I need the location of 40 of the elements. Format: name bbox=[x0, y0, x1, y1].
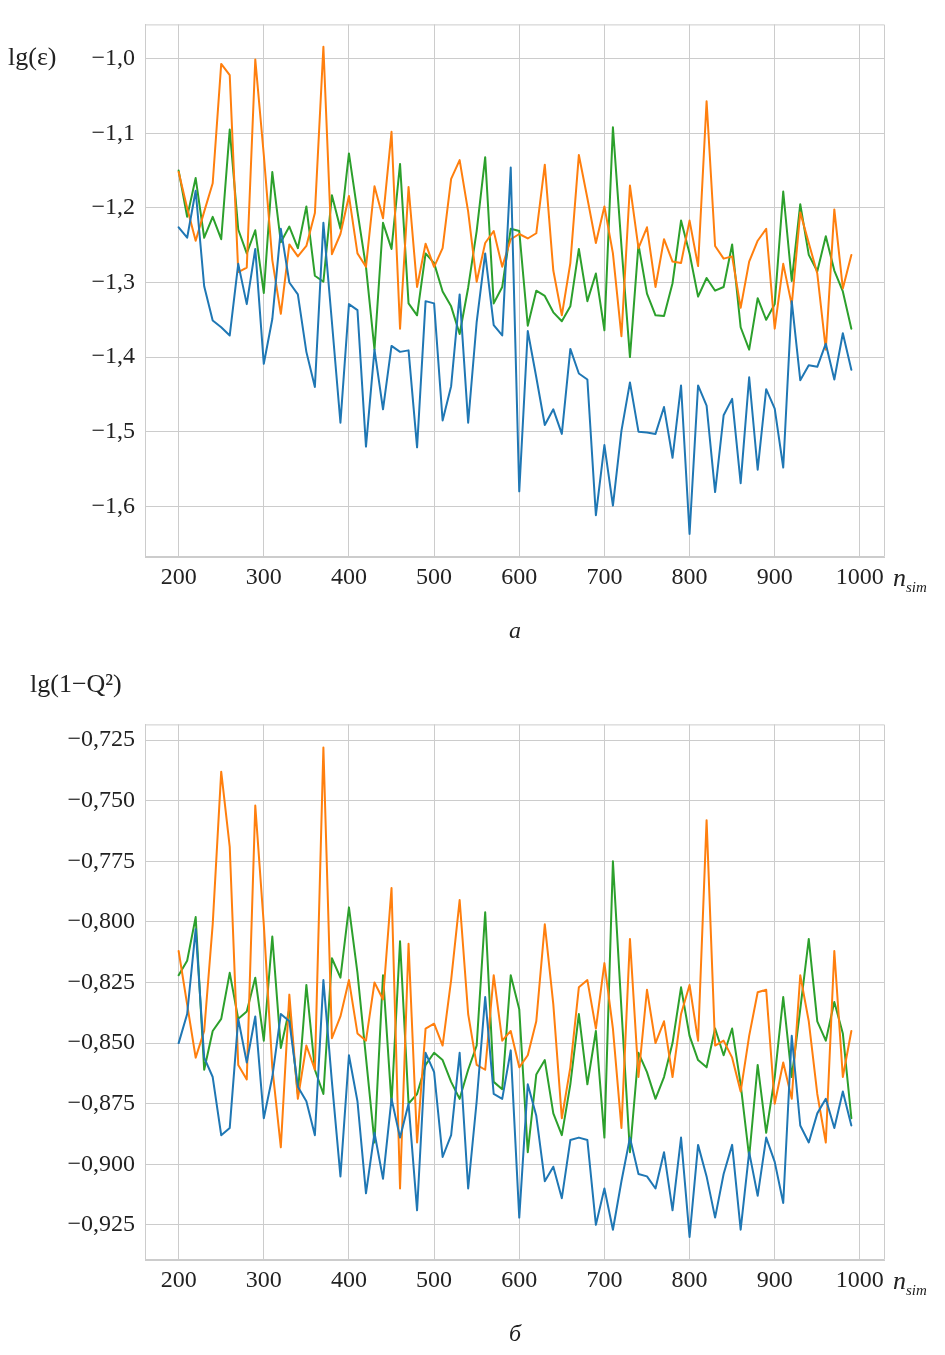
x-tick-label: 1000 bbox=[835, 562, 884, 589]
x-tick-label: 500 bbox=[416, 562, 453, 589]
y-tick-label: −1,5 bbox=[91, 416, 135, 443]
y-tick-label: −0,925 bbox=[67, 1210, 135, 1237]
text: а bbox=[508, 617, 521, 644]
x-tick-label: 400 bbox=[330, 562, 367, 589]
x-tick-label: 900 bbox=[756, 1265, 793, 1292]
y-tick-label: −0,850 bbox=[67, 1028, 135, 1055]
y-tick-label: −1,1 bbox=[91, 118, 135, 145]
x-tick-label: 700 bbox=[586, 1265, 623, 1292]
x-axis-title: n$_{sim}$ bbox=[893, 563, 927, 597]
x-axis-title: n$_{sim}$ bbox=[893, 1266, 927, 1300]
x-tick-label: 200 bbox=[160, 562, 197, 589]
x-tick-label: 300 bbox=[245, 1265, 282, 1292]
x-tick-label: 600 bbox=[501, 1265, 538, 1292]
y-tick-label: −1,0 bbox=[91, 44, 135, 71]
y-axis-title: lg(ε) bbox=[8, 41, 57, 72]
y-tick-label: −0,750 bbox=[67, 786, 135, 813]
x-tick-label: 200 bbox=[160, 1265, 197, 1292]
y-tick-label: −1,6 bbox=[91, 491, 135, 518]
y-tick-label: −1,4 bbox=[91, 342, 135, 369]
x-tick-label: 1000 bbox=[835, 1265, 884, 1292]
x-tick-label: 900 bbox=[756, 562, 793, 589]
x-tick-label: 400 bbox=[330, 1265, 367, 1292]
y-tick-label: −0,875 bbox=[67, 1088, 135, 1115]
x-tick-label: 500 bbox=[416, 1265, 453, 1292]
x-tick-label: 300 bbox=[245, 562, 282, 589]
text: б bbox=[508, 1320, 522, 1347]
y-axis-title: lg(1−Q²) bbox=[30, 669, 122, 699]
x-tick-label: 600 bbox=[501, 562, 538, 589]
x-tick-label: 700 bbox=[586, 562, 623, 589]
y-tick-label: −0,825 bbox=[67, 967, 135, 994]
y-tick-label: −1,2 bbox=[91, 193, 135, 220]
y-tick-label: −0,775 bbox=[67, 846, 135, 873]
y-tick-label: −0,900 bbox=[67, 1149, 135, 1176]
x-tick-label: 800 bbox=[671, 562, 708, 589]
x-tick-label: 800 bbox=[671, 1265, 708, 1292]
y-tick-label: −0,800 bbox=[67, 907, 135, 934]
y-tick-label: −0,725 bbox=[67, 725, 135, 752]
y-tick-label: −1,3 bbox=[91, 267, 135, 294]
